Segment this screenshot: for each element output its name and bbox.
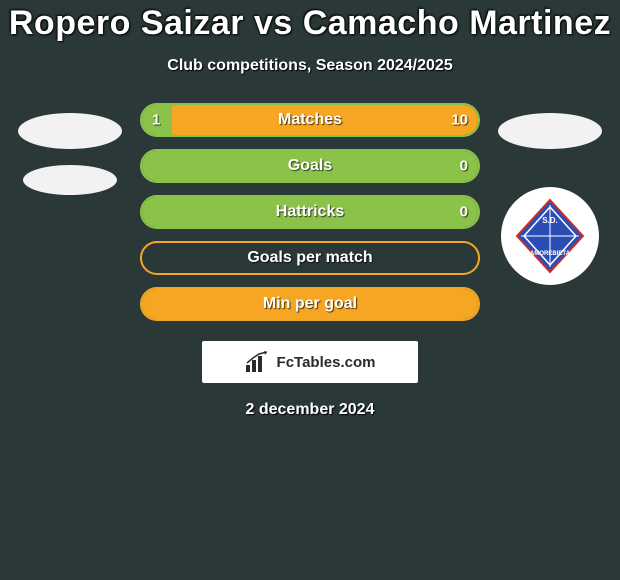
stat-bar: Matches 1 10 <box>140 103 480 137</box>
right-player-col: S.D. AMOREBIETA <box>498 103 602 285</box>
date-line: 2 december 2024 <box>0 401 620 419</box>
left-player-club-placeholder <box>23 165 117 195</box>
right-player-avatar <box>498 113 602 149</box>
svg-text:AMOREBIETA: AMOREBIETA <box>530 251 571 257</box>
club-badge-icon: S.D. AMOREBIETA <box>511 197 589 275</box>
bar-value-right: 10 <box>451 112 468 129</box>
stat-bar: Min per goal <box>140 287 480 321</box>
left-player-col <box>18 103 122 195</box>
infographic-root: Ropero Saizar vs Camacho Martinez Club c… <box>0 0 620 580</box>
stat-bars: Matches 1 10 Goals 0 Hattricks 0 Goals per matc… <box>140 103 480 321</box>
stat-bar: Goals 0 <box>140 149 480 183</box>
bar-value-right: 0 <box>460 204 468 221</box>
stat-bar: Goals per match <box>140 241 480 275</box>
bar-value-right: 0 <box>460 158 468 175</box>
bar-label: Min per goal <box>263 295 357 313</box>
stat-bar: Hattricks 0 <box>140 195 480 229</box>
bar-label: Matches <box>278 111 342 129</box>
left-player-avatar <box>18 113 122 149</box>
comparison-area: Matches 1 10 Goals 0 Hattricks 0 Goals per matc… <box>0 103 620 321</box>
watermark: FcTables.com <box>202 341 418 383</box>
right-player-club-badge: S.D. AMOREBIETA <box>501 187 599 285</box>
bar-label: Goals <box>288 157 332 175</box>
watermark-text: FcTables.com <box>277 354 376 371</box>
fctables-logo-icon <box>245 351 271 373</box>
bar-label: Hattricks <box>276 203 344 221</box>
bar-value-left: 1 <box>152 112 160 129</box>
page-title: Ropero Saizar vs Camacho Martinez <box>0 4 620 43</box>
subtitle: Club competitions, Season 2024/2025 <box>0 57 620 75</box>
svg-text:S.D.: S.D. <box>542 216 558 225</box>
bar-label: Goals per match <box>247 249 372 267</box>
